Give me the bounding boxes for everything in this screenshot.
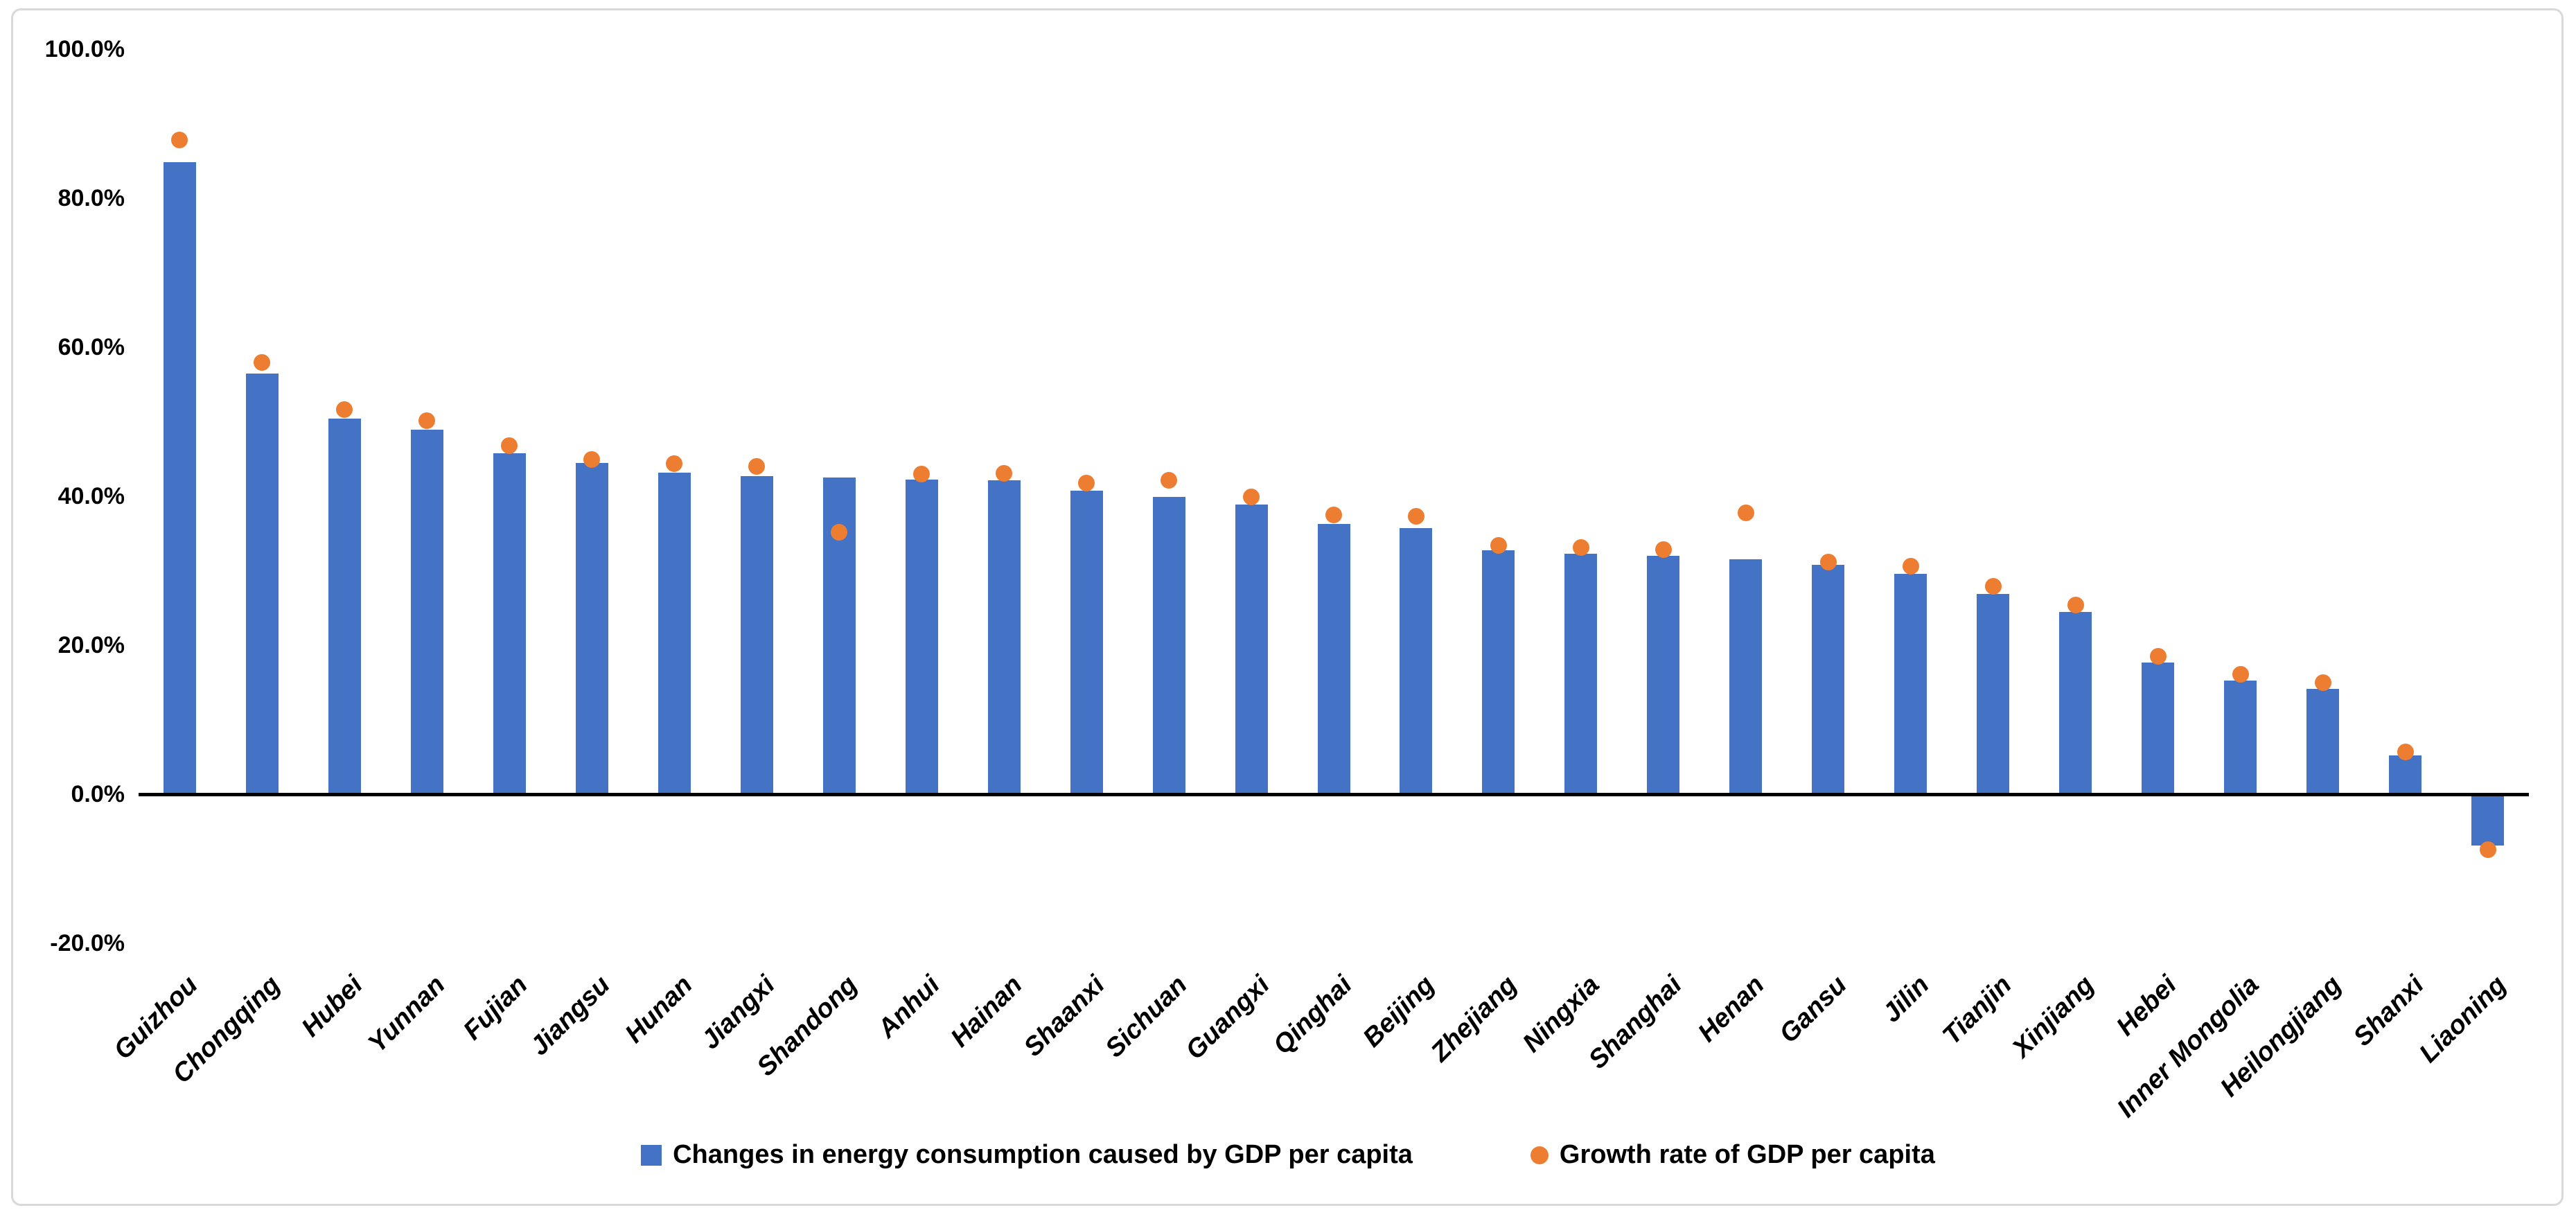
scatter-dot-qinghai <box>1325 506 1342 523</box>
bar-shanghai <box>1647 556 1680 794</box>
bar-guangxi <box>1235 504 1268 794</box>
legend-item-energy-consumption: Changes in energy consumption caused by … <box>641 1140 1413 1170</box>
scatter-dot-tianjin <box>1984 578 2002 595</box>
y-axis-tick-label-600: 60.0% <box>58 334 125 360</box>
bar-henan <box>1729 559 1763 794</box>
x-axis-label-text: Tianjin <box>1937 970 2018 1051</box>
bar-jilin <box>1894 573 1927 794</box>
scatter-dot-heilongjiang <box>2314 674 2331 691</box>
bar-qinghai <box>1317 523 1350 794</box>
x-axis-label-text: Fujian <box>458 970 534 1046</box>
bar-hebei <box>2142 662 2175 794</box>
scatter-dot-shanxi <box>2397 743 2414 760</box>
bar-shanxi <box>2389 755 2422 794</box>
scatter-dot-guizhou <box>171 132 188 149</box>
x-axis-label-text: Beijing <box>1357 970 1440 1053</box>
x-axis-label-text: Shaanxi <box>1018 970 1111 1062</box>
scatter-dot-jiangxi <box>748 458 766 475</box>
bar-inner-mongolia <box>2224 680 2257 794</box>
scatter-dot-sichuan <box>1161 472 1178 489</box>
x-axis-label-text: Hebei <box>2110 970 2182 1042</box>
scatter-dot-hunan <box>666 455 683 472</box>
bar-sichuan <box>1152 497 1185 794</box>
x-axis-label-text: Hubei <box>296 970 369 1043</box>
bar-heilongjiang <box>2306 689 2340 794</box>
scatter-dot-xinjiang <box>2067 596 2084 613</box>
scatter-dot-ningxia <box>1572 539 1589 557</box>
scatter-dot-yunnan <box>418 412 436 430</box>
x-axis-label-text: Liaoning <box>2413 970 2512 1069</box>
x-axis-label-text: Zhejiang <box>1425 970 1523 1068</box>
bar-jiangxi <box>740 475 773 794</box>
legend-label-energy-consumption: Changes in energy consumption caused by … <box>673 1140 1413 1169</box>
legend-item-gdp-growth: Growth rate of GDP per capita <box>1530 1140 1935 1170</box>
x-axis-label-text: Gansu <box>1774 970 1853 1049</box>
bar-beijing <box>1400 528 1433 794</box>
y-axis-tick-label-1000: 100.0% <box>44 36 125 62</box>
bar-gansu <box>1812 564 1845 794</box>
x-axis-label-text: Jiangsu <box>524 970 616 1062</box>
x-axis-line <box>139 793 2529 796</box>
scatter-dot-fujian <box>501 437 518 454</box>
x-axis-label-text: Hunan <box>619 970 698 1049</box>
scatter-dot-beijing <box>1407 508 1424 525</box>
bar-shaanxi <box>1070 491 1103 794</box>
bar-xinjiang <box>2059 611 2092 794</box>
legend-label-gdp-growth: Growth rate of GDP per capita <box>1559 1140 1935 1169</box>
scatter-dot-zhejiang <box>1490 536 1507 554</box>
x-axis-label-text: Shanxi <box>2347 970 2430 1052</box>
x-axis-label-text: Sichuan <box>1100 970 1193 1064</box>
bar-guizhou <box>163 162 196 794</box>
bar-hubei <box>328 419 361 794</box>
scatter-dot-inner-mongolia <box>2232 665 2249 683</box>
x-axis-label-text: Yunnan <box>362 970 452 1059</box>
scatter-dot-liaoning <box>2479 841 2496 858</box>
scatter-dot-henan <box>1737 504 1754 521</box>
scatter-dot-shaanxi <box>1078 474 1095 491</box>
bar-anhui <box>905 480 938 794</box>
y-axis-tick-label-400: 40.0% <box>58 483 125 509</box>
scatter-dot-jiangsu <box>583 451 601 468</box>
x-axis-label-text: Henan <box>1692 970 1770 1048</box>
y-axis-tick-label-800: 80.0% <box>58 185 125 211</box>
x-axis-label-text: Jiangxi <box>696 970 781 1056</box>
scatter-dot-hebei <box>2149 648 2167 665</box>
scatter-dot-jilin <box>1902 558 1919 575</box>
x-axis-label-text: Hainan <box>945 970 1028 1053</box>
bar-fujian <box>493 453 526 794</box>
bar-zhejiang <box>1482 550 1515 794</box>
scatter-dot-gansu <box>1819 553 1837 570</box>
legend-bar-marker-icon <box>641 1144 662 1166</box>
x-axis-label-text: Guangxi <box>1180 970 1276 1066</box>
scatter-dot-hainan <box>996 464 1013 482</box>
scatter-dot-shandong <box>831 523 848 541</box>
y-axis-tick-label-00: 0.0% <box>71 781 125 807</box>
y-axis-tick-label--200: -20.0% <box>50 930 125 956</box>
scatter-dot-hubei <box>336 401 353 419</box>
bar-tianjin <box>1977 593 2010 794</box>
legend: Changes in energy consumption caused by … <box>0 1140 2576 1170</box>
scatter-dot-anhui <box>913 465 930 482</box>
bar-hunan <box>658 472 691 794</box>
x-axis-label-text: Jilin <box>1876 970 1935 1028</box>
x-axis-label-text: Inner Mongolia <box>2111 970 2265 1123</box>
bar-chongqing <box>245 373 279 794</box>
bar-hainan <box>987 480 1021 794</box>
scatter-dot-chongqing <box>254 353 271 371</box>
bar-yunnan <box>410 430 443 794</box>
bar-ningxia <box>1564 553 1598 794</box>
y-axis-tick-label-200: 20.0% <box>58 632 125 658</box>
bar-liaoning <box>2471 794 2505 846</box>
x-axis-label-text: Anhui <box>872 970 946 1044</box>
x-axis-label-text: Qinghai <box>1267 970 1358 1060</box>
x-axis-label-text: Xinjiang <box>2006 970 2100 1064</box>
legend-dot-marker-icon <box>1530 1146 1549 1164</box>
scatter-dot-shanghai <box>1655 541 1672 559</box>
bar-jiangsu <box>575 462 608 794</box>
scatter-dot-guangxi <box>1243 489 1260 506</box>
